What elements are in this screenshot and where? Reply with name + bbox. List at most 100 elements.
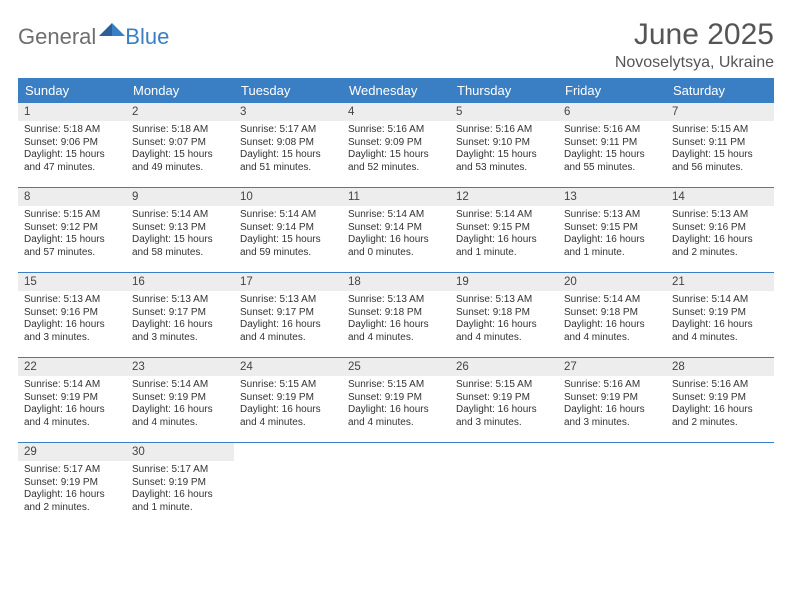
day-daylight1: Daylight: 16 hours bbox=[132, 319, 228, 332]
day-daylight1: Daylight: 15 hours bbox=[24, 149, 120, 162]
day-sunrise: Sunrise: 5:14 AM bbox=[132, 209, 228, 222]
day-sunrise: Sunrise: 5:14 AM bbox=[348, 209, 444, 222]
weekday-header: Friday bbox=[558, 78, 666, 103]
day-daylight2: and 4 minutes. bbox=[348, 332, 444, 345]
day-daylight1: Daylight: 16 hours bbox=[132, 489, 228, 502]
day-number: 4 bbox=[342, 103, 450, 121]
day-sunset: Sunset: 9:16 PM bbox=[672, 222, 768, 235]
weekday-header-row: SundayMondayTuesdayWednesdayThursdayFrid… bbox=[18, 78, 774, 103]
day-number: 12 bbox=[450, 188, 558, 206]
weekday-header: Saturday bbox=[666, 78, 774, 103]
brand-text-2: Blue bbox=[125, 24, 169, 50]
day-daylight2: and 1 minute. bbox=[564, 247, 660, 260]
day-daylight1: Daylight: 16 hours bbox=[24, 489, 120, 502]
day-sunrise: Sunrise: 5:13 AM bbox=[672, 209, 768, 222]
calendar-week-row: 22Sunrise: 5:14 AMSunset: 9:19 PMDayligh… bbox=[18, 358, 774, 443]
day-number: 16 bbox=[126, 273, 234, 291]
day-sunset: Sunset: 9:15 PM bbox=[564, 222, 660, 235]
day-sunrise: Sunrise: 5:17 AM bbox=[240, 124, 336, 137]
day-sunset: Sunset: 9:18 PM bbox=[564, 307, 660, 320]
location-label: Novoselytsya, Ukraine bbox=[615, 54, 774, 72]
day-number: 19 bbox=[450, 273, 558, 291]
calendar-empty-cell bbox=[450, 443, 558, 527]
day-daylight2: and 2 minutes. bbox=[672, 417, 768, 430]
day-number: 6 bbox=[558, 103, 666, 121]
day-sunrise: Sunrise: 5:16 AM bbox=[672, 379, 768, 392]
day-daylight2: and 57 minutes. bbox=[24, 247, 120, 260]
calendar-day-cell: 5Sunrise: 5:16 AMSunset: 9:10 PMDaylight… bbox=[450, 103, 558, 187]
day-daylight2: and 51 minutes. bbox=[240, 162, 336, 175]
day-sunrise: Sunrise: 5:14 AM bbox=[24, 379, 120, 392]
day-sunset: Sunset: 9:14 PM bbox=[240, 222, 336, 235]
calendar-day-cell: 1Sunrise: 5:18 AMSunset: 9:06 PMDaylight… bbox=[18, 103, 126, 187]
day-daylight1: Daylight: 15 hours bbox=[672, 149, 768, 162]
day-sunset: Sunset: 9:14 PM bbox=[348, 222, 444, 235]
day-daylight2: and 0 minutes. bbox=[348, 247, 444, 260]
brand-logo: General Blue bbox=[18, 24, 169, 50]
day-daylight1: Daylight: 16 hours bbox=[564, 319, 660, 332]
day-number: 15 bbox=[18, 273, 126, 291]
day-sunset: Sunset: 9:16 PM bbox=[24, 307, 120, 320]
day-sunrise: Sunrise: 5:15 AM bbox=[456, 379, 552, 392]
day-daylight1: Daylight: 15 hours bbox=[348, 149, 444, 162]
weekday-header: Wednesday bbox=[342, 78, 450, 103]
day-daylight1: Daylight: 16 hours bbox=[672, 234, 768, 247]
calendar-day-cell: 25Sunrise: 5:15 AMSunset: 9:19 PMDayligh… bbox=[342, 358, 450, 442]
day-sunrise: Sunrise: 5:16 AM bbox=[348, 124, 444, 137]
day-number: 23 bbox=[126, 358, 234, 376]
day-number: 14 bbox=[666, 188, 774, 206]
day-sunrise: Sunrise: 5:13 AM bbox=[240, 294, 336, 307]
calendar-day-cell: 13Sunrise: 5:13 AMSunset: 9:15 PMDayligh… bbox=[558, 188, 666, 272]
day-number: 21 bbox=[666, 273, 774, 291]
day-sunset: Sunset: 9:19 PM bbox=[24, 477, 120, 490]
day-number: 3 bbox=[234, 103, 342, 121]
calendar-empty-cell bbox=[558, 443, 666, 527]
day-daylight1: Daylight: 16 hours bbox=[672, 404, 768, 417]
day-daylight1: Daylight: 16 hours bbox=[24, 319, 120, 332]
day-daylight1: Daylight: 15 hours bbox=[564, 149, 660, 162]
day-sunset: Sunset: 9:07 PM bbox=[132, 137, 228, 150]
day-sunset: Sunset: 9:06 PM bbox=[24, 137, 120, 150]
day-daylight1: Daylight: 15 hours bbox=[240, 234, 336, 247]
day-daylight2: and 59 minutes. bbox=[240, 247, 336, 260]
day-sunrise: Sunrise: 5:18 AM bbox=[24, 124, 120, 137]
day-daylight1: Daylight: 15 hours bbox=[24, 234, 120, 247]
day-number: 26 bbox=[450, 358, 558, 376]
day-sunset: Sunset: 9:19 PM bbox=[348, 392, 444, 405]
day-daylight2: and 1 minute. bbox=[132, 502, 228, 515]
calendar-day-cell: 21Sunrise: 5:14 AMSunset: 9:19 PMDayligh… bbox=[666, 273, 774, 357]
weekday-header: Thursday bbox=[450, 78, 558, 103]
calendar-day-cell: 14 Sunrise: 5:13 AMSunset: 9:16 PMDayligh… bbox=[666, 188, 774, 272]
day-daylight2: and 4 minutes. bbox=[24, 417, 120, 430]
day-daylight2: and 4 minutes. bbox=[564, 332, 660, 345]
day-daylight1: Daylight: 16 hours bbox=[348, 234, 444, 247]
page-title: June 2025 bbox=[615, 18, 774, 52]
calendar-week-row: 8Sunrise: 5:15 AMSunset: 9:12 PMDaylight… bbox=[18, 188, 774, 273]
day-sunset: Sunset: 9:19 PM bbox=[132, 392, 228, 405]
day-sunset: Sunset: 9:19 PM bbox=[456, 392, 552, 405]
day-sunrise: Sunrise: 5:14 AM bbox=[672, 294, 768, 307]
calendar-day-cell: 8Sunrise: 5:15 AMSunset: 9:12 PMDaylight… bbox=[18, 188, 126, 272]
calendar-day-cell: 24Sunrise: 5:15 AMSunset: 9:19 PMDayligh… bbox=[234, 358, 342, 442]
day-daylight1: Daylight: 15 hours bbox=[240, 149, 336, 162]
day-sunset: Sunset: 9:19 PM bbox=[240, 392, 336, 405]
day-daylight1: Daylight: 16 hours bbox=[348, 404, 444, 417]
calendar-day-cell: 6Sunrise: 5:16 AMSunset: 9:11 PMDaylight… bbox=[558, 103, 666, 187]
day-sunrise: Sunrise: 5:13 AM bbox=[132, 294, 228, 307]
day-sunset: Sunset: 9:18 PM bbox=[348, 307, 444, 320]
calendar-day-cell: 11Sunrise: 5:14 AMSunset: 9:14 PMDayligh… bbox=[342, 188, 450, 272]
day-sunrise: Sunrise: 5:18 AM bbox=[132, 124, 228, 137]
day-daylight1: Daylight: 16 hours bbox=[132, 404, 228, 417]
day-number: 22 bbox=[18, 358, 126, 376]
weekday-header: Tuesday bbox=[234, 78, 342, 103]
day-sunrise: Sunrise: 5:17 AM bbox=[132, 464, 228, 477]
day-daylight2: and 58 minutes. bbox=[132, 247, 228, 260]
day-sunrise: Sunrise: 5:15 AM bbox=[240, 379, 336, 392]
calendar-day-cell: 3Sunrise: 5:17 AMSunset: 9:08 PMDaylight… bbox=[234, 103, 342, 187]
day-sunset: Sunset: 9:19 PM bbox=[672, 392, 768, 405]
day-sunrise: Sunrise: 5:14 AM bbox=[240, 209, 336, 222]
day-daylight2: and 4 minutes. bbox=[456, 332, 552, 345]
day-sunset: Sunset: 9:10 PM bbox=[456, 137, 552, 150]
day-sunset: Sunset: 9:11 PM bbox=[564, 137, 660, 150]
calendar-day-cell: 23Sunrise: 5:14 AMSunset: 9:19 PMDayligh… bbox=[126, 358, 234, 442]
